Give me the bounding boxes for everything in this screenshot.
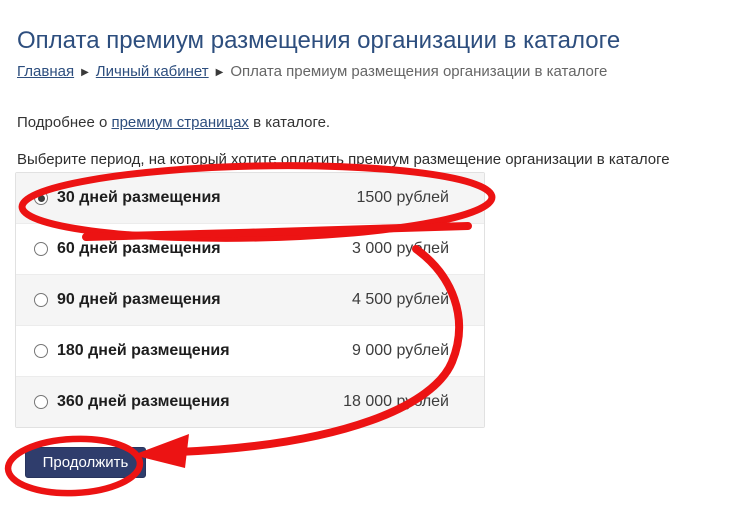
table-row[interactable]: 360 дней размещения 18 000 рублей xyxy=(16,376,484,427)
breadcrumb-link-account[interactable]: Личный кабинет xyxy=(95,63,209,80)
plan-label: 30 дней размещения xyxy=(57,189,221,206)
plan-price: 4 500 рублей xyxy=(352,291,449,308)
plan-label: 360 дней размещения xyxy=(57,393,230,410)
radio-button[interactable] xyxy=(34,344,48,358)
details-text: Подробнее о премиум страницах в каталоге… xyxy=(17,114,330,131)
radio-button[interactable] xyxy=(34,395,48,409)
breadcrumb-current: Оплата премиум размещения организации в … xyxy=(230,63,608,80)
instruction-text: Выберите период, на который хотите оплат… xyxy=(17,151,670,168)
plan-price: 3 000 рублей xyxy=(352,240,449,257)
radio-button[interactable] xyxy=(34,293,48,307)
plan-label: 180 дней размещения xyxy=(57,342,230,359)
radio-button[interactable] xyxy=(34,191,48,205)
breadcrumb-separator-icon: ▶ xyxy=(81,66,89,78)
plan-price: 1500 рублей xyxy=(356,189,449,206)
radio-button[interactable] xyxy=(34,242,48,256)
details-suffix: в каталоге. xyxy=(248,114,331,131)
plan-label: 90 дней размещения xyxy=(57,291,221,308)
details-prefix: Подробнее о xyxy=(17,114,112,131)
page-title: Оплата премиум размещения организации в … xyxy=(17,27,621,55)
breadcrumb-separator-icon: ▶ xyxy=(215,66,224,78)
breadcrumb: Главная ▶ Личный кабинет ▶ Оплата премиу… xyxy=(17,63,607,80)
table-row[interactable]: 60 дней размещения 3 000 рублей xyxy=(16,223,484,274)
table-row[interactable]: 30 дней размещения 1500 рублей xyxy=(16,173,484,223)
pricing-table: 30 дней размещения 1500 рублей 60 дней р… xyxy=(15,172,485,428)
premium-pages-link[interactable]: премиум страницах xyxy=(111,114,249,131)
continue-button[interactable]: Продолжить xyxy=(25,447,146,478)
plan-label: 60 дней размещения xyxy=(57,240,221,257)
plan-price: 9 000 рублей xyxy=(352,342,449,359)
table-row[interactable]: 180 дней размещения 9 000 рублей xyxy=(16,325,484,376)
table-row[interactable]: 90 дней размещения 4 500 рублей xyxy=(16,274,484,325)
plan-price: 18 000 рублей xyxy=(343,393,449,410)
breadcrumb-link-home[interactable]: Главная xyxy=(17,63,75,80)
